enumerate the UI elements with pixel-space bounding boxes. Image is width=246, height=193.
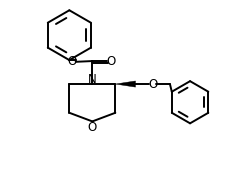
- Text: N: N: [87, 73, 96, 86]
- Text: O: O: [88, 121, 97, 134]
- Polygon shape: [115, 81, 136, 87]
- Text: O: O: [68, 55, 77, 68]
- Text: O: O: [106, 55, 115, 68]
- Text: O: O: [148, 78, 157, 91]
